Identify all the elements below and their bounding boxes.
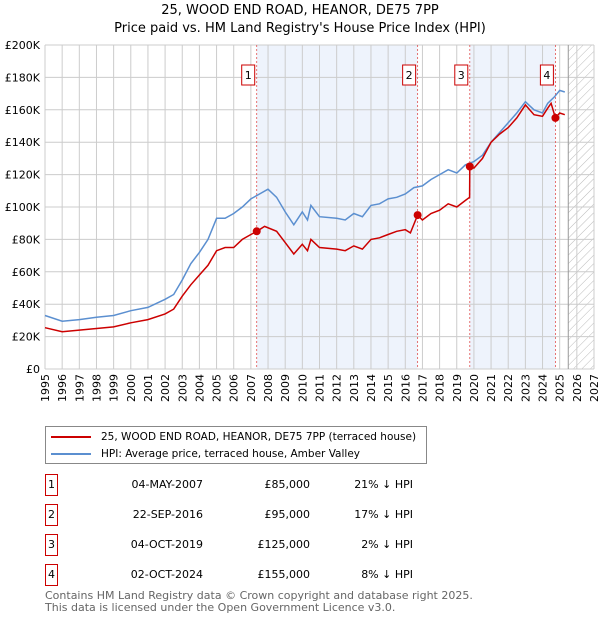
sale-hpi: 8% ↓ HPI (361, 568, 413, 581)
sale-num: 1 (45, 474, 58, 496)
legend: 25, WOOD END ROAD, HEANOR, DE75 7PP (ter… (45, 426, 427, 464)
sale-date: 04-MAY-2007 (131, 478, 203, 491)
x-tick-label: 2012 (331, 374, 344, 402)
hpi-line-swatch (51, 453, 91, 455)
x-tick-label: 2004 (193, 374, 206, 402)
sale-label: 1 (245, 69, 252, 82)
sale-date: 22-SEP-2016 (132, 508, 203, 521)
x-tick-label: 2010 (296, 374, 309, 402)
y-tick-label: £20K (12, 331, 41, 344)
property-price-line (44, 101, 566, 333)
x-tick-label: 2011 (314, 374, 327, 402)
y-tick-label: £140K (5, 136, 41, 149)
sale-num: 3 (45, 534, 58, 556)
sale-label: 2 (406, 69, 413, 82)
x-tick-label: 2027 (588, 374, 600, 402)
sale-point (551, 113, 560, 122)
sale-hpi: 21% ↓ HPI (354, 478, 413, 491)
sale-row: 1 04-MAY-2007 £85,000 21% ↓ HPI (45, 474, 413, 496)
x-tick-label: 2003 (176, 374, 189, 402)
x-tick-label: 2008 (262, 374, 275, 402)
x-tick-label: 2021 (485, 374, 498, 402)
sale-price: £95,000 (264, 508, 311, 521)
y-tick-label: £100K (5, 201, 41, 214)
sale-label-box (241, 64, 256, 86)
price-chart: 1995 1996 1997 1998 1999 2000 2001 2002 2003 2004… (5, 39, 600, 402)
title: 25, WOOD END ROAD, HEANOR, DE75 7PP (161, 3, 439, 18)
legend-label: 25, WOOD END ROAD, HEANOR, DE75 7PP (ter… (101, 431, 417, 443)
chart-title: 25, WOOD END ROAD, HEANOR, DE75 7PP Pric… (0, 2, 600, 38)
sale-price: £125,000 (257, 538, 311, 551)
sale-label-box (402, 64, 417, 86)
sale-hpi: 2% ↓ HPI (361, 538, 413, 551)
x-tick-label: 2016 (399, 374, 412, 402)
x-tick-label: 2019 (451, 374, 464, 402)
y-tick-label: £40K (12, 298, 41, 311)
x-tick-label: 2014 (365, 374, 378, 402)
sale-row: 4 02-OCT-2024 £155,000 8% ↓ HPI (45, 564, 413, 586)
x-tick-label: 1997 (73, 374, 86, 402)
y-tick-label: £80K (12, 233, 41, 246)
x-tick-label: 2000 (125, 374, 138, 402)
x-tick-label: 2018 (434, 374, 447, 402)
sale-label: 3 (458, 69, 465, 82)
x-tick-label: 2013 (348, 374, 361, 402)
subtitle: Price paid vs. HM Land Registry's House … (114, 21, 486, 36)
x-tick-label: 2009 (279, 374, 292, 402)
x-tick-label: 2001 (142, 374, 155, 402)
x-tick-label: 2024 (537, 374, 550, 402)
x-tick-label: 2020 (468, 374, 481, 402)
legend-item-hpi: HPI: Average price, terraced house, Ambe… (51, 446, 360, 462)
legend-label: HPI: Average price, terraced house, Ambe… (101, 448, 360, 460)
x-tick-label: 2007 (245, 374, 258, 402)
sale-point (252, 227, 261, 236)
x-tick-label: 2006 (228, 374, 241, 402)
x-tick-label: 2002 (159, 374, 172, 402)
x-tick-label: 2022 (502, 374, 515, 402)
hpi-line (44, 89, 566, 322)
sale-point (413, 211, 422, 220)
sale-date: 04-OCT-2019 (130, 538, 203, 551)
x-tick-label: 2026 (571, 374, 584, 402)
x-tick-label: 2023 (519, 374, 532, 402)
y-tick-label: £120K (5, 169, 41, 182)
y-tick-label: £0 (26, 363, 40, 376)
sale-num: 4 (45, 564, 58, 586)
footer-copyright: Contains HM Land Registry data © Crown c… (45, 589, 473, 602)
y-tick-label: £60K (12, 266, 41, 279)
sale-date: 02-OCT-2024 (130, 568, 203, 581)
y-tick-label: £180K (5, 71, 41, 84)
sale-price: £155,000 (257, 568, 311, 581)
x-tick-label: 1995 (39, 374, 52, 402)
sale-hpi: 17% ↓ HPI (354, 508, 413, 521)
sale-label: 4 (543, 69, 550, 82)
x-tick-label: 1999 (108, 374, 121, 402)
sale-row: 3 04-OCT-2019 £125,000 2% ↓ HPI (45, 534, 413, 556)
footer-licence: This data is licensed under the Open Gov… (45, 601, 396, 614)
sale-num: 2 (45, 504, 58, 526)
footer: Contains HM Land Registry data © Crown c… (45, 590, 473, 614)
x-tick-label: 2005 (211, 374, 224, 402)
y-tick-label: £160K (5, 104, 41, 117)
sale-row: 2 22-SEP-2016 £95,000 17% ↓ HPI (45, 504, 413, 526)
sale-point (465, 162, 474, 171)
x-tick-label: 2017 (416, 374, 429, 402)
property-line-swatch (51, 436, 91, 438)
sale-price: £85,000 (264, 478, 311, 491)
x-tick-label: 2025 (554, 374, 567, 402)
sale-label-box (539, 64, 554, 86)
x-tick-label: 1998 (90, 374, 103, 402)
sale-label-box (454, 64, 469, 86)
x-tick-label: 1996 (56, 374, 69, 402)
x-tick-label: 2015 (382, 374, 395, 402)
y-tick-label: £200K (5, 39, 41, 52)
legend-item-property: 25, WOOD END ROAD, HEANOR, DE75 7PP (ter… (51, 429, 416, 445)
